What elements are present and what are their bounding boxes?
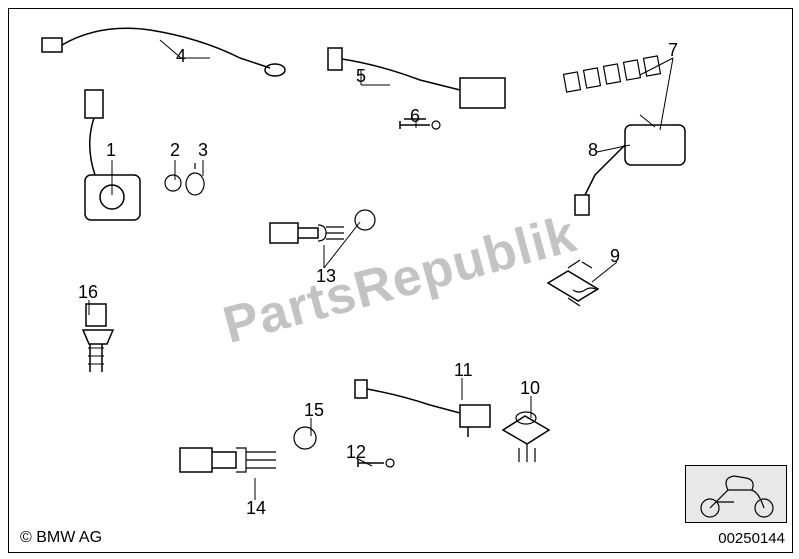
label-11: 11 [454,360,473,381]
label-4: 4 [176,46,186,67]
label-9: 9 [610,246,620,267]
label-3: 3 [198,140,208,161]
label-16: 16 [78,282,98,303]
brand-text: © BMW AG [20,529,102,547]
motorcycle-icon-box [685,465,787,523]
part-coolant-sensor [68,300,128,390]
label-15: 15 [304,400,324,421]
part-number: 00250144 [718,530,785,547]
part-screw-plug [538,248,618,318]
part-pressure-sensor [488,400,568,475]
label-7: 7 [668,40,678,61]
part-throttle-sensor [55,85,215,245]
part-clip-switch [555,55,720,225]
label-10: 10 [520,378,540,399]
label-5: 5 [356,66,366,87]
motorcycle-icon [686,466,786,522]
label-13: 13 [316,266,336,287]
part-temp-sensor-2 [175,420,335,490]
label-1: 1 [106,140,116,161]
part-cable-switch-top [40,18,300,88]
part-switch-cable [350,375,500,475]
part-temp-sensor-1 [265,205,385,260]
label-14: 14 [246,498,266,519]
label-8: 8 [588,140,598,161]
label-6: 6 [410,106,420,127]
label-2: 2 [170,140,180,161]
label-12: 12 [346,442,366,463]
